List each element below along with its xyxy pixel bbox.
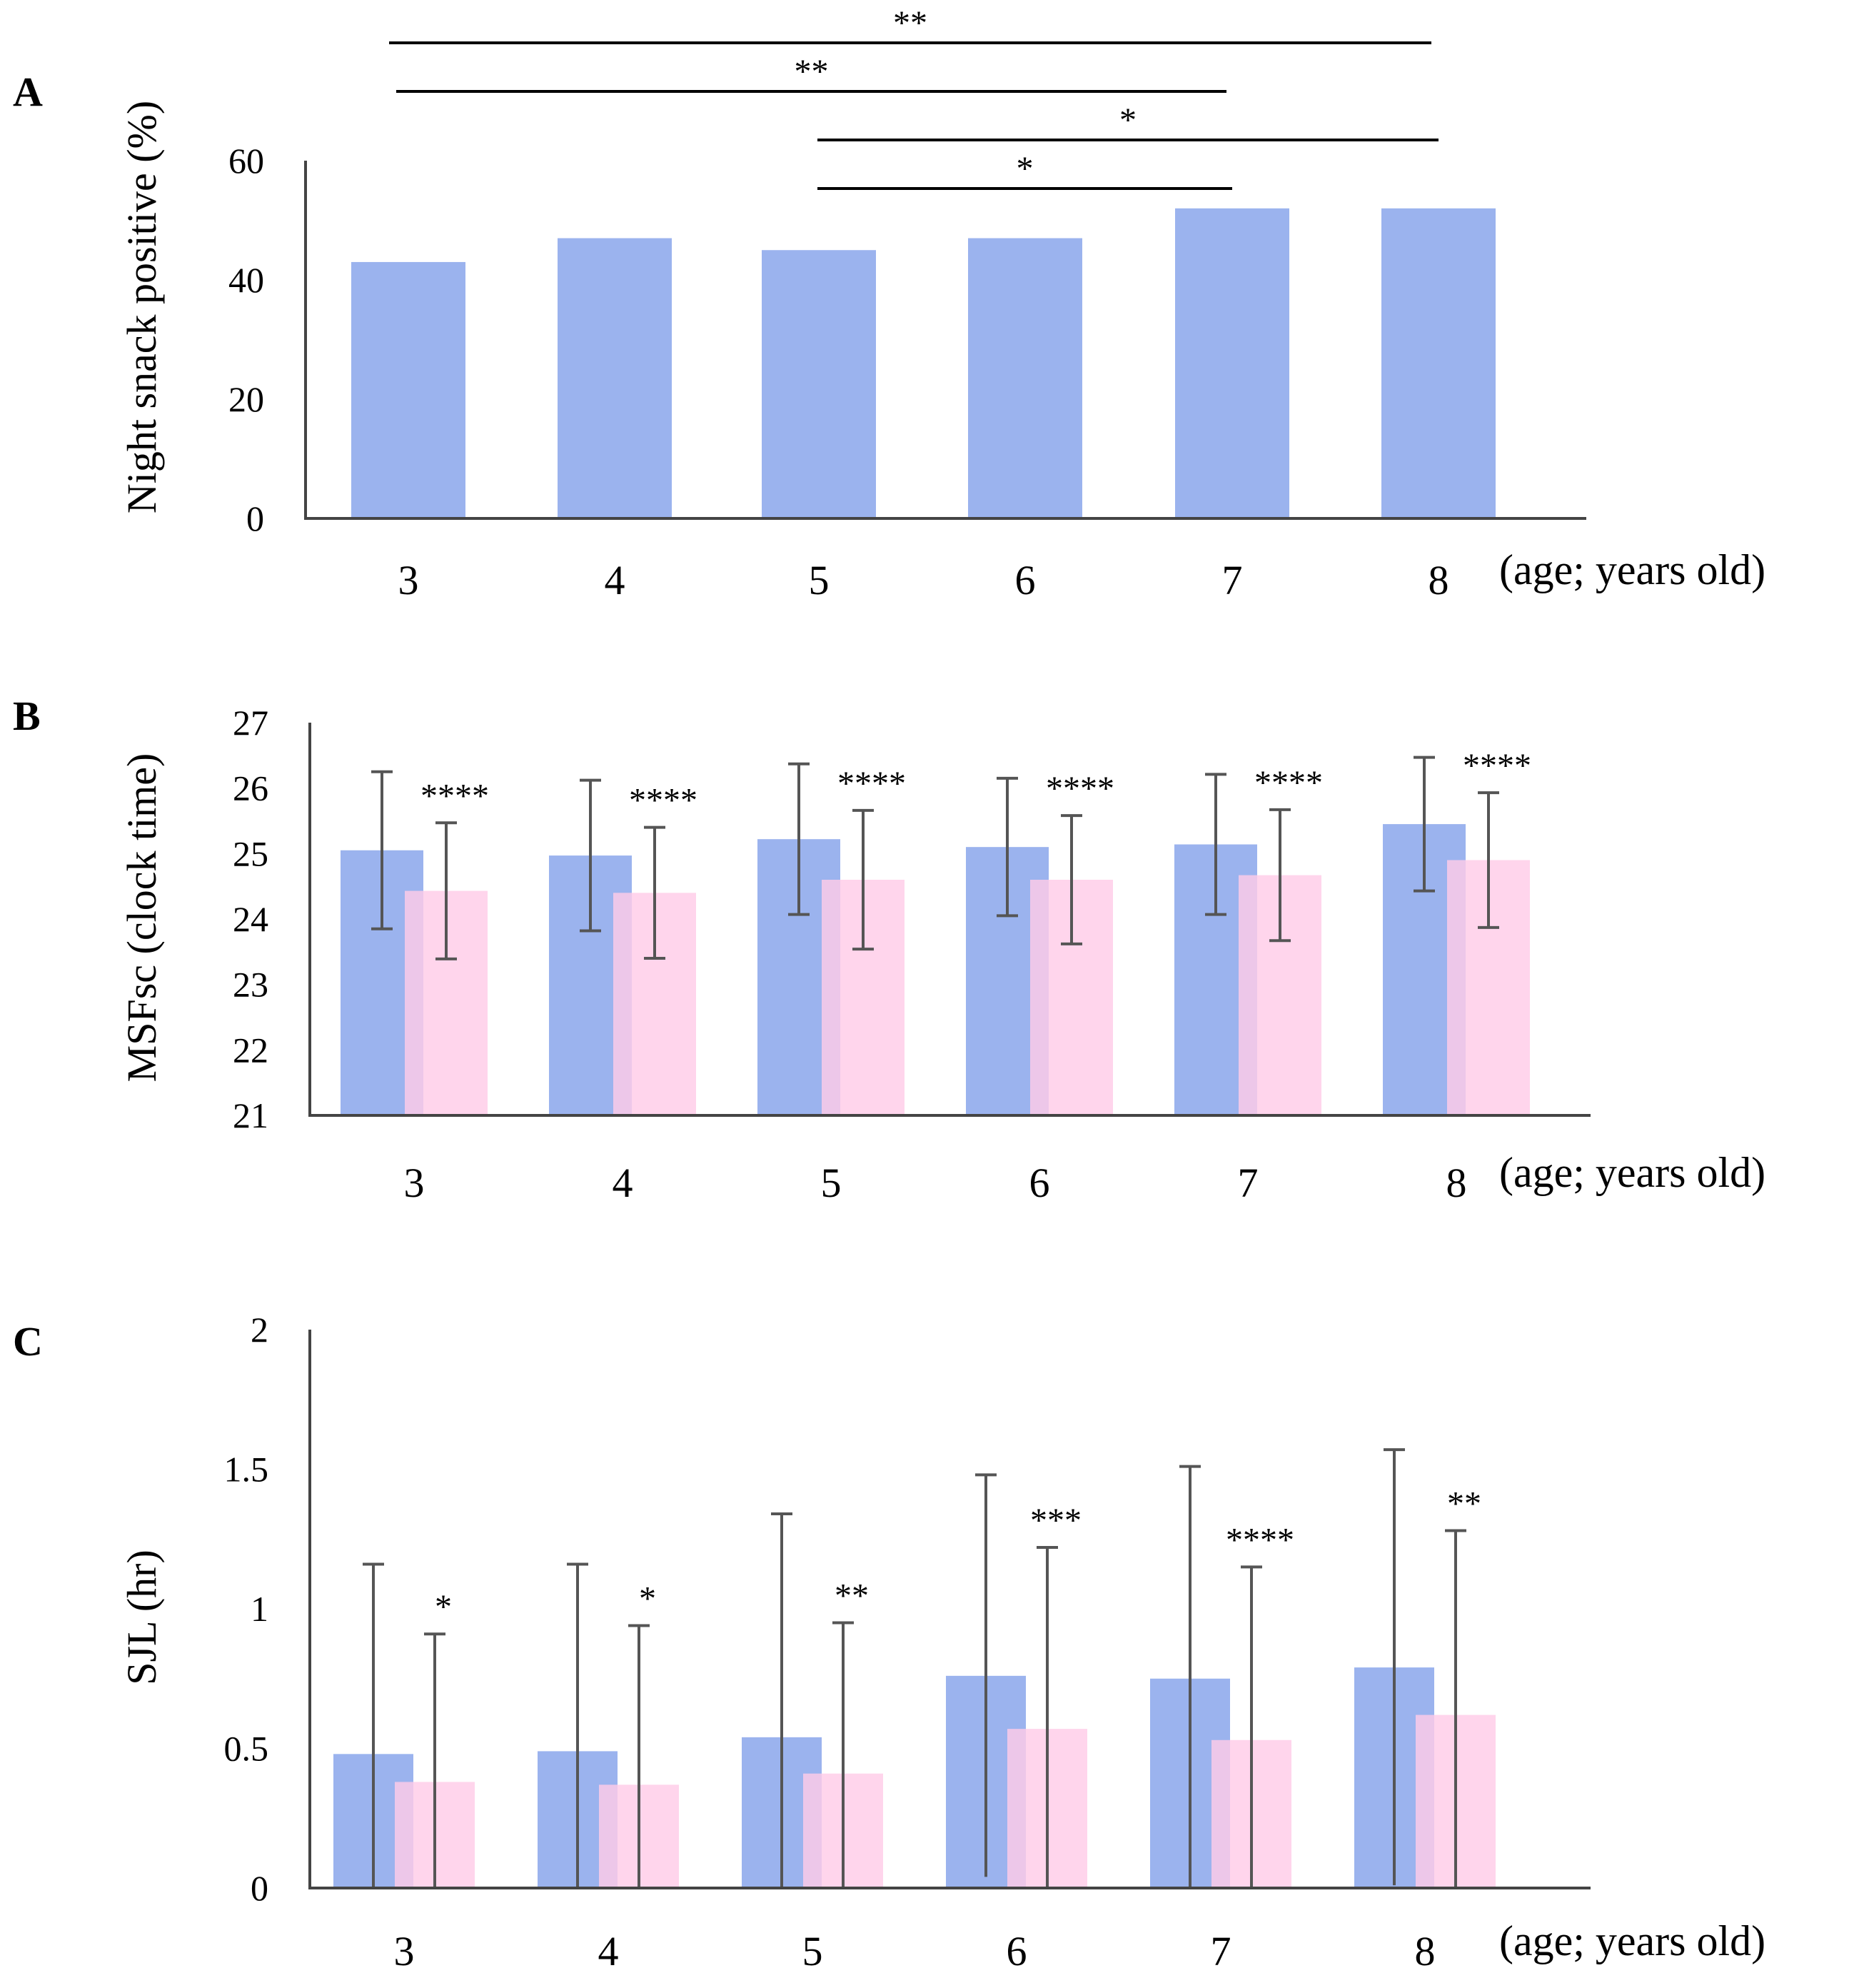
panel-a-x-tick-label: 6 xyxy=(1015,557,1036,603)
panel-c-x-tick-label: 3 xyxy=(394,1928,415,1974)
panel-b-y-tick-label: 25 xyxy=(233,833,268,873)
panel-a-bars xyxy=(351,208,1496,518)
panel-b-x-ticks: 3 4 5 6 7 8 xyxy=(404,1160,1467,1206)
panel-b-y-axis-label: MSFsc (clock time) xyxy=(119,753,165,1083)
panel-a-y-tick-label: 40 xyxy=(228,260,264,300)
panel-b-label: B xyxy=(13,693,41,739)
panel-b-y-tick-label: 26 xyxy=(233,768,268,808)
panel-b-y-tick-label: 24 xyxy=(233,899,268,939)
panel-b-significance-label: **** xyxy=(837,765,906,803)
panel-b-significance-label: **** xyxy=(1463,747,1531,785)
panel-c-significance-label: ** xyxy=(835,1577,869,1615)
panel-b-y-tick-label: 27 xyxy=(233,703,268,743)
panel-b-y-ticks: 21 22 23 24 25 26 27 xyxy=(233,703,268,1135)
panel-c-y-tick-label: 0 xyxy=(251,1868,268,1908)
panel-a-y-tick-label: 20 xyxy=(228,379,264,419)
panel-a-bar-group1-age-8 xyxy=(1381,208,1496,518)
panel-a-y-tick-label: 60 xyxy=(228,141,264,181)
panel-b: B MSFsc (clock time) (age; years old) 21… xyxy=(13,693,1765,1206)
panel-b-x-axis-label: (age; years old) xyxy=(1499,1149,1765,1196)
panel-a-x-ticks: 3 4 5 6 7 8 xyxy=(398,557,1449,603)
panel-c-x-tick-label: 7 xyxy=(1211,1928,1231,1974)
panel-b-x-tick-label: 5 xyxy=(821,1160,842,1206)
panel-c-bars xyxy=(333,1667,1496,1888)
panel-c-y-tick-label: 2 xyxy=(251,1310,268,1350)
panel-c-x-tick-label: 6 xyxy=(1007,1928,1027,1974)
panel-b-x-tick-label: 4 xyxy=(613,1160,633,1206)
panel-c-x-tick-label: 8 xyxy=(1415,1928,1436,1974)
panel-c-significance-label: * xyxy=(639,1580,656,1617)
panel-b-x-tick-label: 7 xyxy=(1238,1160,1259,1206)
panel-a-significance-label: ** xyxy=(795,53,829,91)
panel-b-x-tick-label: 6 xyxy=(1029,1160,1050,1206)
panel-a-x-tick-label: 7 xyxy=(1222,557,1243,603)
panel-a-significance-label: ** xyxy=(893,4,927,42)
panel-a-significance-label: * xyxy=(1017,150,1034,188)
panel-a-x-axis-label: (age; years old) xyxy=(1499,546,1765,593)
panel-a-bar-group1-age-7 xyxy=(1175,208,1289,518)
panel-b-y-tick-label: 23 xyxy=(233,965,268,1005)
panel-b-error-bars xyxy=(371,755,1499,960)
panel-c-significance-label: ** xyxy=(1447,1485,1481,1523)
panel-a-bar-group1-age-5 xyxy=(762,250,876,518)
panel-c-y-tick-label: 1 xyxy=(251,1589,268,1629)
panel-a-bar-group1-age-6 xyxy=(968,238,1082,518)
panel-c-y-tick-label: 1.5 xyxy=(224,1450,269,1490)
panel-b-x-tick-label: 3 xyxy=(404,1160,425,1206)
panel-c-y-tick-label: 0.5 xyxy=(224,1729,269,1769)
panel-c-x-ticks: 3 4 5 6 7 8 xyxy=(394,1928,1436,1974)
panel-c-significance-label: **** xyxy=(1226,1521,1294,1559)
panel-a-significance-brackets xyxy=(389,41,1439,190)
panel-a-bar-group1-age-3 xyxy=(351,261,465,518)
panel-a-significance-label: * xyxy=(1119,101,1137,139)
panel-a-x-tick-label: 4 xyxy=(605,557,625,603)
panel-c-significance-label: *** xyxy=(1030,1502,1082,1540)
panel-c: C SJL (hr) (age; years old) 0 0.5 1 1.5 2 3 4… xyxy=(13,1310,1765,1974)
panel-c-significance-labels: * * *********** xyxy=(435,1485,1481,1627)
panel-b-significance-label: **** xyxy=(629,782,697,820)
panel-a-x-tick-label: 8 xyxy=(1429,557,1449,603)
panel-b-x-tick-label: 8 xyxy=(1446,1160,1467,1206)
panel-c-error-bars xyxy=(363,1448,1466,1888)
panel-c-x-tick-label: 5 xyxy=(802,1928,823,1974)
panel-b-significance-label: **** xyxy=(1254,764,1323,802)
panel-a-y-tick-label: 0 xyxy=(246,498,264,538)
panel-c-label: C xyxy=(13,1318,43,1365)
panel-c-y-ticks: 0 0.5 1 1.5 2 xyxy=(224,1310,269,1908)
panel-a-label: A xyxy=(13,69,43,115)
panel-a: A Night snack positive (%) (age; years o… xyxy=(13,4,1765,603)
panel-a-x-tick-label: 5 xyxy=(809,557,830,603)
panel-a-significance-labels: ****** xyxy=(795,4,1137,188)
panel-c-significance-label: * xyxy=(435,1588,452,1626)
panel-b-significance-labels: **** **** **** **** **** **** xyxy=(420,747,1531,820)
panel-a-bar-group1-age-4 xyxy=(558,238,672,518)
panel-c-x-tick-label: 4 xyxy=(598,1928,619,1974)
panel-c-y-axis-label: SJL (hr) xyxy=(119,1550,165,1685)
panel-b-bars xyxy=(341,824,1530,1115)
panel-b-y-tick-label: 21 xyxy=(233,1095,268,1135)
panel-c-x-axis-label: (age; years old) xyxy=(1499,1917,1765,1964)
panel-b-significance-label: **** xyxy=(1046,770,1114,808)
panel-b-significance-label: **** xyxy=(420,777,489,815)
panel-a-y-ticks: 0 20 40 60 xyxy=(228,141,264,538)
panel-a-y-axis-label: Night snack positive (%) xyxy=(119,101,165,513)
panel-a-x-tick-label: 3 xyxy=(398,557,419,603)
panel-b-y-tick-label: 22 xyxy=(233,1030,268,1070)
